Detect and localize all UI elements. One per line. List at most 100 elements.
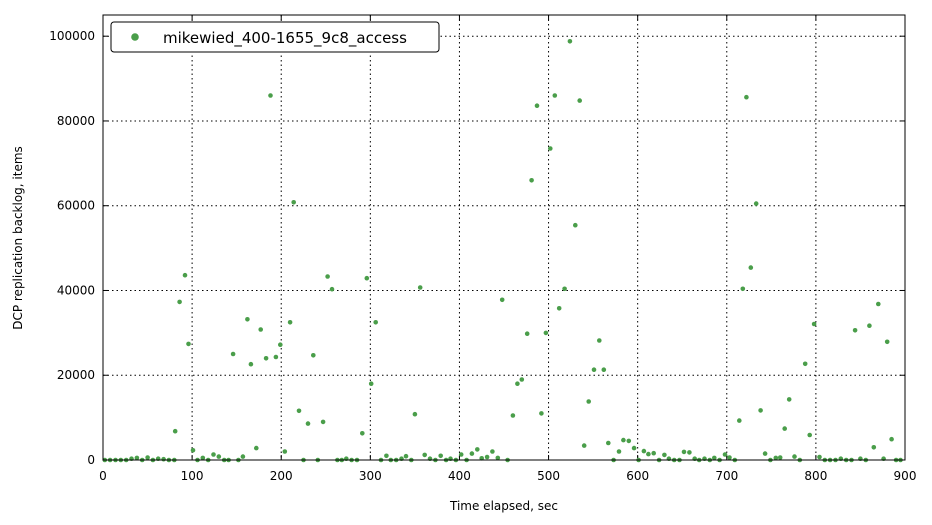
data-point — [216, 454, 222, 459]
data-point — [384, 453, 389, 459]
data-point — [712, 455, 717, 461]
data-point — [524, 331, 530, 337]
x-tick-label: 500 — [537, 469, 560, 483]
data-point — [172, 428, 178, 434]
data-point — [889, 436, 894, 442]
data-point — [529, 178, 534, 183]
data-point — [601, 367, 607, 373]
data-point — [722, 452, 728, 457]
y-tick-label: 0 — [87, 453, 95, 467]
data-point — [616, 449, 622, 454]
data-point — [631, 445, 637, 451]
data-point — [792, 454, 797, 459]
grid-lines — [103, 15, 905, 460]
data-point — [258, 327, 264, 332]
x-tick-label: 100 — [181, 469, 204, 483]
data-point — [651, 450, 656, 456]
data-point — [562, 286, 567, 292]
data-point — [177, 299, 182, 305]
data-point — [539, 411, 544, 416]
data-points — [102, 39, 903, 463]
data-point — [479, 456, 485, 461]
data-point — [211, 452, 216, 457]
data-point — [273, 354, 279, 360]
x-tick-label: 400 — [448, 469, 471, 483]
data-point — [458, 452, 464, 457]
legend-box — [110, 21, 440, 53]
data-point — [360, 431, 365, 436]
data-point — [567, 39, 573, 44]
data-point — [581, 443, 587, 448]
data-point — [556, 306, 562, 311]
data-point — [240, 454, 246, 459]
data-point — [263, 356, 269, 361]
data-point — [681, 449, 687, 455]
data-point — [230, 351, 236, 357]
data-point — [777, 455, 783, 460]
data-point — [325, 274, 330, 279]
y-axis-title: DCP replication backlog, items — [11, 146, 25, 330]
data-point — [884, 339, 890, 345]
data-point — [495, 455, 501, 461]
data-point — [134, 455, 140, 461]
data-point — [519, 377, 525, 382]
x-tick-label: 0 — [99, 469, 107, 483]
data-point — [543, 330, 549, 336]
data-point — [475, 447, 480, 452]
data-point — [200, 455, 206, 461]
data-point — [807, 432, 812, 438]
legend: mikewied_400-1655_9c8_access — [110, 21, 440, 53]
data-point — [373, 320, 379, 325]
data-point — [662, 452, 667, 458]
data-point — [786, 397, 792, 402]
data-point — [871, 445, 877, 450]
data-point — [145, 455, 150, 460]
data-point — [621, 437, 626, 443]
data-point — [412, 411, 418, 417]
x-tick-label: 300 — [359, 469, 382, 483]
data-point — [515, 381, 520, 387]
data-point — [737, 418, 742, 423]
data-point — [591, 367, 597, 373]
plot-frame — [102, 14, 906, 461]
data-point — [586, 399, 591, 404]
data-point — [852, 328, 858, 333]
data-point — [403, 453, 409, 459]
data-point — [469, 451, 475, 456]
data-point — [253, 445, 259, 451]
data-point — [773, 455, 779, 461]
y-tick-label: 40000 — [57, 283, 95, 297]
data-point — [597, 338, 602, 343]
data-point — [577, 98, 582, 103]
data-point — [248, 361, 254, 367]
data-point — [641, 448, 647, 454]
data-point — [606, 440, 611, 446]
legend-label: mikewied_400-1655_9c8_access — [163, 29, 407, 48]
data-point — [552, 93, 558, 98]
x-tick-label: 900 — [894, 469, 917, 483]
data-point — [329, 286, 335, 292]
data-point — [573, 222, 578, 228]
x-axis-title: Time elapsed, sec — [449, 499, 558, 513]
data-point — [296, 408, 302, 414]
data-point — [762, 451, 768, 456]
data-point — [278, 342, 283, 348]
data-point — [510, 413, 516, 418]
data-point — [753, 201, 759, 206]
y-tick-label: 60000 — [57, 199, 95, 213]
data-point — [186, 341, 191, 347]
data-point — [548, 146, 553, 151]
data-point — [305, 421, 311, 426]
data-point — [287, 320, 293, 325]
data-point — [438, 453, 444, 459]
data-point — [245, 317, 250, 322]
data-point — [758, 408, 763, 413]
data-point — [422, 452, 428, 458]
data-point — [499, 297, 505, 303]
data-point — [811, 321, 817, 327]
data-point — [687, 450, 692, 455]
data-point — [311, 353, 316, 358]
data-point — [368, 381, 374, 387]
data-point — [867, 323, 872, 329]
